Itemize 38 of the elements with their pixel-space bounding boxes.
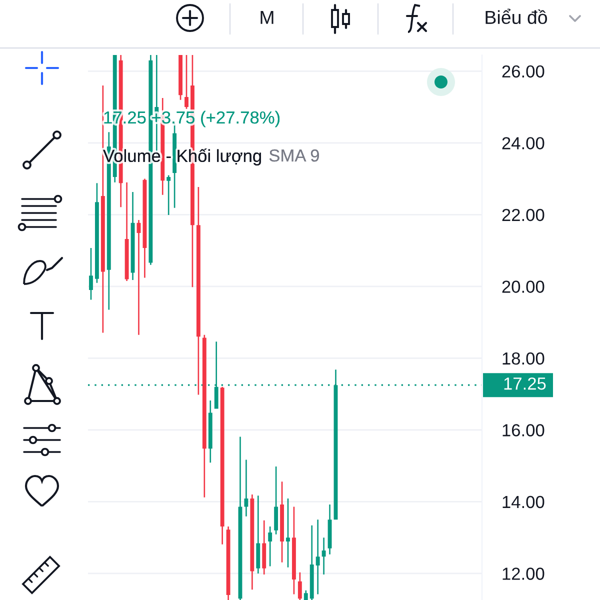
- candlestick: [280, 482, 284, 562]
- candlestick: [328, 504, 332, 554]
- candlestick: [178, 55, 182, 100]
- y-tick-label: 18.00: [502, 352, 544, 365]
- candlestick: [262, 520, 266, 575]
- y-tick-label: 14.00: [502, 496, 544, 508]
- candlestick: [238, 436, 242, 600]
- candlestick: [316, 520, 320, 594]
- candlestick: [304, 590, 308, 600]
- candlestick: [208, 400, 212, 463]
- candlestick: [274, 466, 278, 534]
- y-tick-label: 22.00: [502, 208, 544, 222]
- annotation: SMA 9: [269, 149, 319, 162]
- candlestick: [250, 494, 254, 590]
- candlestick: [202, 334, 206, 498]
- candlestick: [89, 248, 93, 300]
- candlestick: [220, 386, 224, 544]
- candlestick: [94, 183, 99, 283]
- y-tick-label: 16.00: [502, 424, 544, 436]
- candlestick: [196, 187, 200, 395]
- candlestick: [298, 572, 302, 600]
- text: Biểu đồ: [486, 8, 548, 24]
- candlestick: [124, 182, 129, 282]
- y-tick-label: 24.00: [502, 137, 544, 150]
- candlestick: [130, 192, 135, 280]
- candlestick: [292, 506, 296, 594]
- y-tick-label: 12.00: [502, 568, 544, 580]
- candlestick: [142, 178, 147, 278]
- ref-line-label: 17.25: [504, 377, 546, 390]
- text: M: [260, 10, 274, 24]
- y-tick-label: 20.00: [502, 280, 544, 293]
- candlestick: [136, 220, 141, 335]
- y-tick-label: 26.00: [502, 65, 544, 78]
- candlestick: [322, 538, 326, 575]
- candlestick: [310, 525, 314, 600]
- candlestick: [244, 460, 248, 516]
- candlestick: [226, 526, 230, 600]
- candlestick: [256, 496, 260, 574]
